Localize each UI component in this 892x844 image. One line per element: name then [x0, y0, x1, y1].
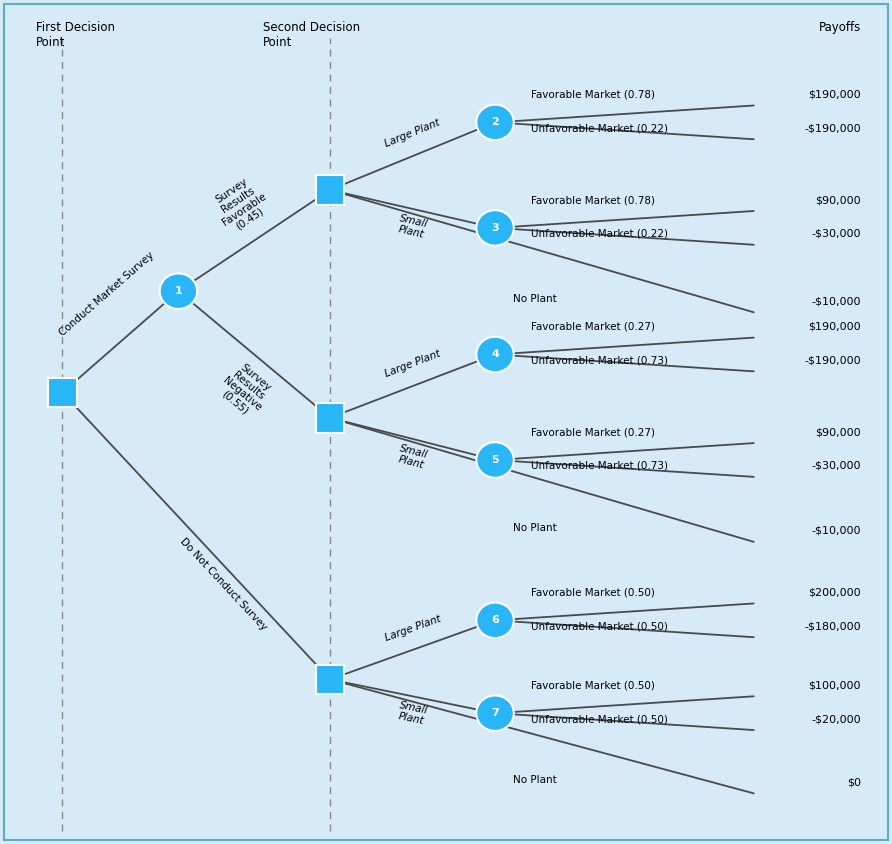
- Text: $90,000: $90,000: [815, 427, 861, 437]
- Text: $90,000: $90,000: [815, 195, 861, 205]
- Text: -$180,000: -$180,000: [805, 621, 861, 631]
- Text: Unfavorable Market (0.73): Unfavorable Market (0.73): [531, 461, 668, 471]
- Text: $100,000: $100,000: [808, 680, 861, 690]
- Text: Unfavorable Market (0.22): Unfavorable Market (0.22): [531, 123, 668, 133]
- Text: Conduct Market Survey: Conduct Market Survey: [58, 250, 156, 338]
- Text: $190,000: $190,000: [808, 89, 861, 100]
- Text: 4: 4: [491, 349, 499, 360]
- Text: -$10,000: -$10,000: [812, 526, 861, 536]
- Circle shape: [476, 695, 514, 731]
- Text: No Plant: No Plant: [513, 294, 557, 304]
- Text: No Plant: No Plant: [513, 523, 557, 533]
- Text: Large Plant: Large Plant: [384, 614, 442, 643]
- Circle shape: [476, 442, 514, 478]
- Text: Survey
Results
Favorable
(0.45): Survey Results Favorable (0.45): [208, 173, 274, 236]
- Text: 1: 1: [175, 286, 182, 296]
- Text: $200,000: $200,000: [808, 587, 861, 598]
- Text: $0: $0: [847, 777, 861, 787]
- Text: 5: 5: [491, 455, 499, 465]
- Text: -$190,000: -$190,000: [805, 355, 861, 365]
- Text: Favorable Market (0.50): Favorable Market (0.50): [531, 680, 655, 690]
- Bar: [48, 377, 77, 408]
- Text: Favorable Market (0.27): Favorable Market (0.27): [531, 322, 655, 332]
- Text: Unfavorable Market (0.22): Unfavorable Market (0.22): [531, 229, 668, 239]
- Text: Second Decision
Point: Second Decision Point: [263, 21, 360, 49]
- Text: Unfavorable Market (0.50): Unfavorable Market (0.50): [531, 714, 667, 724]
- Text: First Decision
Point: First Decision Point: [36, 21, 115, 49]
- Bar: [316, 403, 344, 433]
- Text: -$30,000: -$30,000: [812, 229, 861, 239]
- Text: Unfavorable Market (0.73): Unfavorable Market (0.73): [531, 355, 668, 365]
- Text: Large Plant: Large Plant: [384, 118, 442, 149]
- Text: Payoffs: Payoffs: [819, 21, 861, 34]
- Bar: [316, 664, 344, 695]
- Text: 3: 3: [491, 223, 499, 233]
- Text: Small
Plant: Small Plant: [396, 213, 429, 240]
- Text: Small
Plant: Small Plant: [396, 443, 429, 470]
- Circle shape: [476, 603, 514, 638]
- Bar: [316, 175, 344, 205]
- Text: Unfavorable Market (0.50): Unfavorable Market (0.50): [531, 621, 667, 631]
- Text: 7: 7: [491, 708, 499, 718]
- Text: Favorable Market (0.78): Favorable Market (0.78): [531, 89, 655, 100]
- Circle shape: [476, 210, 514, 246]
- Text: Favorable Market (0.27): Favorable Market (0.27): [531, 427, 655, 437]
- Text: Do Not Conduct Survey: Do Not Conduct Survey: [178, 536, 268, 632]
- Text: -$20,000: -$20,000: [811, 714, 861, 724]
- Text: 6: 6: [491, 615, 499, 625]
- Text: $190,000: $190,000: [808, 322, 861, 332]
- Text: Small
Plant: Small Plant: [396, 701, 429, 727]
- Text: Favorable Market (0.50): Favorable Market (0.50): [531, 587, 655, 598]
- Text: -$190,000: -$190,000: [805, 123, 861, 133]
- Circle shape: [476, 105, 514, 140]
- Text: -$10,000: -$10,000: [812, 296, 861, 306]
- Text: 2: 2: [491, 117, 499, 127]
- Text: Large Plant: Large Plant: [384, 349, 442, 379]
- Circle shape: [476, 337, 514, 372]
- Text: No Plant: No Plant: [513, 775, 557, 785]
- Text: -$30,000: -$30,000: [812, 461, 861, 471]
- Circle shape: [160, 273, 197, 309]
- Text: Survey
Results
Negative
(0.55): Survey Results Negative (0.55): [214, 359, 277, 421]
- Text: Favorable Market (0.78): Favorable Market (0.78): [531, 195, 655, 205]
